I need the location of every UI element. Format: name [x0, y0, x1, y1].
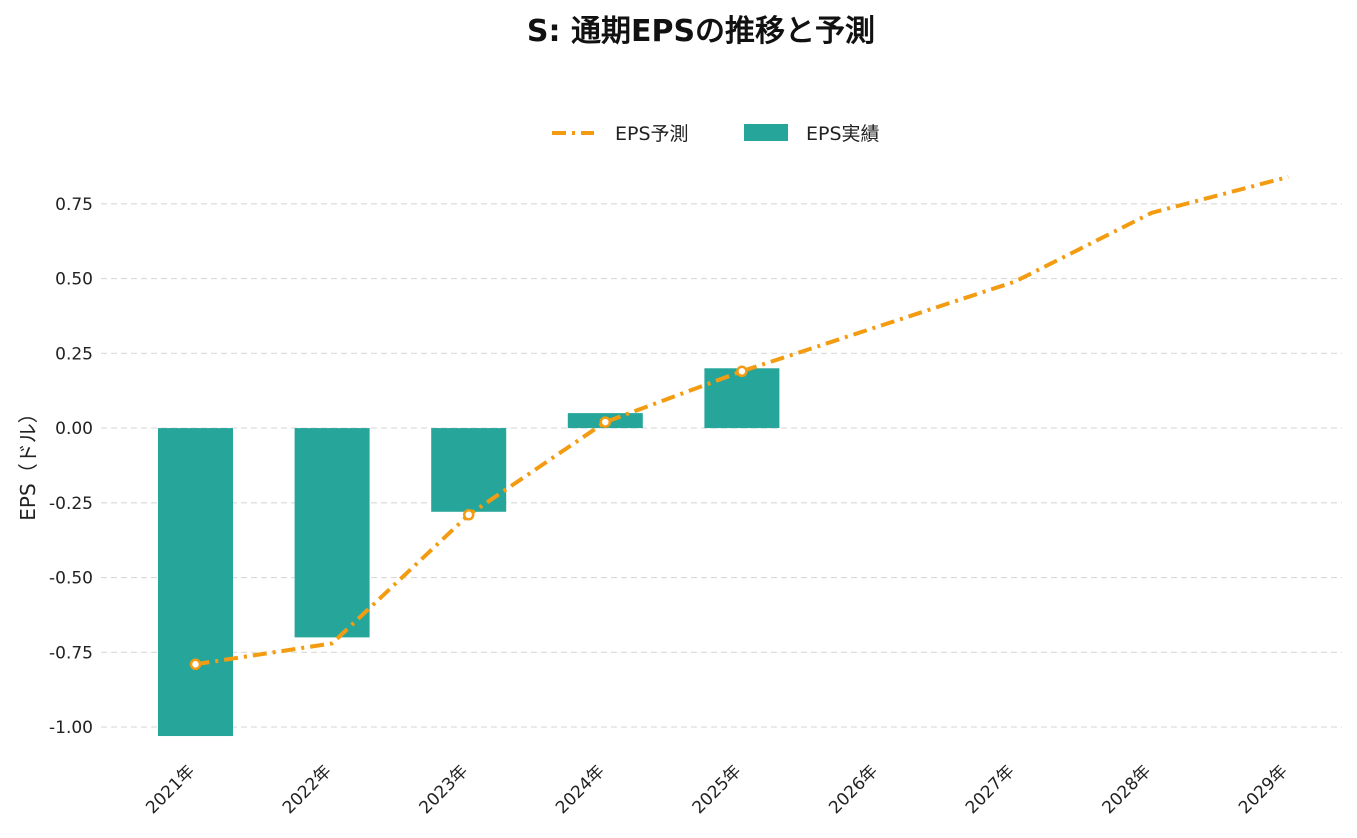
x-tick-label: 2024年	[552, 761, 609, 818]
y-tick-label: -0.25	[49, 494, 93, 514]
eps-forecast-point	[736, 365, 748, 378]
x-tick-label: 2025年	[689, 761, 746, 818]
eps-actual-bar	[704, 368, 780, 429]
x-tick-label: 2021年	[142, 761, 199, 818]
eps-actual-bar	[294, 428, 370, 638]
y-tick-label: -1.00	[49, 718, 93, 738]
legend-forecast-label: EPS予測	[615, 123, 689, 145]
eps-forecast-point	[599, 416, 612, 428]
chart-title: S: 通期EPSの推移と予測	[527, 14, 875, 49]
actual-eps-bars	[158, 368, 780, 737]
y-tick-label: -0.75	[49, 643, 93, 663]
eps-forecast-point	[189, 658, 202, 671]
y-tick-label: 0.50	[55, 270, 93, 290]
y-tick-label: 0.75	[55, 195, 93, 215]
x-tick-label: 2027年	[962, 761, 1019, 818]
eps-actual-bar	[158, 428, 233, 737]
legend-actual-label: EPS実績	[806, 123, 880, 145]
legend: EPS予測 EPS実績	[552, 123, 880, 145]
x-tick-label: 2028年	[1098, 761, 1155, 818]
eps-forecast-line	[195, 174, 1289, 667]
x-tick-label: 2023年	[415, 761, 472, 818]
x-tick-label: 2029年	[1235, 761, 1292, 818]
y-tick-label: -0.50	[49, 569, 93, 589]
forecast-eps-line	[189, 174, 1289, 671]
y-axis-label: EPS（ドル）	[16, 403, 40, 520]
x-axis-ticks: 2021年 2022年 2023年 2024年 2025年 2026年 2027年 2028年…	[142, 761, 1292, 818]
legend-actual-swatch	[744, 124, 788, 141]
x-tick-label: 2026年	[825, 761, 882, 818]
eps-forecast-point	[462, 509, 475, 521]
x-tick-label: 2022年	[279, 761, 336, 818]
y-tick-label: 0.00	[55, 419, 93, 439]
y-tick-label: 0.25	[55, 344, 93, 364]
y-axis-ticks: -1.00 -0.75 -0.50 -0.25 0.00 0.25 0.50 0.75	[49, 195, 93, 738]
grid-lines	[101, 203, 1342, 728]
